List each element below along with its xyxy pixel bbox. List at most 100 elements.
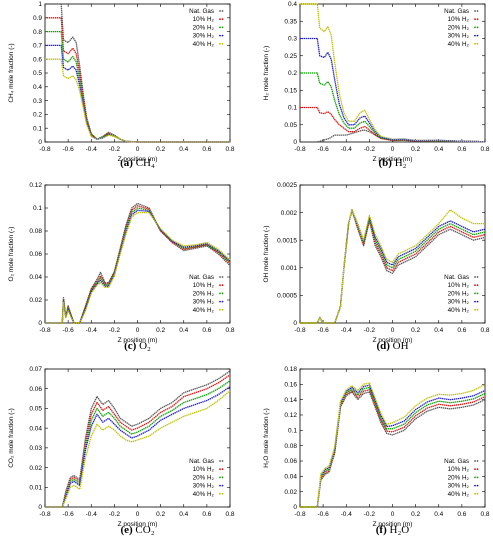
legend-marker	[221, 34, 224, 37]
x-tick-label: -0.2	[364, 327, 376, 334]
legend-marker	[219, 460, 221, 462]
y-tick-label: 0	[293, 504, 297, 511]
x-tick-label: -0.6	[63, 327, 75, 334]
legend-entry-label: 40% H₂	[448, 41, 470, 48]
legend-marker	[474, 42, 476, 45]
y-tick-label: 0.5	[33, 70, 42, 77]
y-tick-label: 0.1	[33, 205, 42, 212]
y-tick-label: 0	[38, 139, 42, 146]
x-tick-label: -0.8	[39, 511, 51, 518]
legend-marker	[221, 292, 224, 295]
legend-marker	[221, 42, 224, 45]
y-tick-label: 0.04	[29, 274, 42, 281]
series-line	[300, 209, 485, 324]
legend-marker	[221, 460, 224, 462]
panel-caption: (a) CH₄	[120, 157, 155, 169]
y-tick-label: 0.03	[29, 445, 42, 452]
legend-entry-label: 40% H₂	[448, 307, 470, 314]
panel-caption: (b) H₂	[379, 157, 407, 169]
x-tick-label: 0.2	[411, 511, 420, 518]
legend-marker	[219, 34, 221, 37]
chart-panel: -0.8 -0.6 -0.4 -0.2 0 0.2 0.4 0.6 0.8 0 0.05 0.1 0.1…	[263, 1, 490, 169]
series-line	[300, 386, 486, 508]
legend-marker	[474, 284, 476, 287]
y-tick-label: 0.8	[33, 29, 42, 36]
x-tick-label: -0.8	[39, 146, 51, 153]
y-tick-label: 0.18	[284, 366, 297, 373]
legend-marker	[221, 10, 224, 12]
y-tick-label: 0.9	[33, 15, 42, 22]
x-tick-label: -0.8	[294, 146, 306, 153]
x-tick-label: 0	[136, 146, 140, 153]
x-tick-label: -0.6	[318, 511, 330, 518]
x-axis-label: Z position (m)	[118, 521, 158, 528]
x-tick-label: 0.4	[179, 327, 188, 334]
x-tick-label: 0.4	[434, 146, 443, 153]
y-tick-label: 0.25	[284, 53, 297, 60]
panel-caption-text: CO₂	[135, 524, 154, 536]
legend-entry-label: Nat. Gas	[444, 8, 469, 15]
x-tick-label: 0.6	[202, 146, 211, 153]
legend-marker	[219, 468, 221, 471]
panel-caption: (d) OH	[376, 340, 408, 352]
x-tick-label: -0.2	[364, 511, 376, 518]
series-line	[45, 374, 231, 508]
x-axis-label: Z position (m)	[373, 156, 413, 163]
y-tick-label: 1	[38, 1, 42, 8]
legend-marker	[476, 18, 479, 21]
x-tick-label: -0.8	[39, 327, 51, 334]
legend-marker	[476, 276, 479, 278]
legend-marker	[476, 484, 479, 487]
x-tick-label: 0	[391, 146, 395, 153]
legend-marker	[219, 300, 221, 303]
series-line	[45, 390, 231, 508]
legend-marker	[474, 468, 476, 471]
x-tick-label: 0.4	[179, 511, 188, 518]
legend-marker	[476, 476, 479, 479]
panel-caption: (e) CO₂	[120, 524, 154, 536]
y-tick-label: 0.15	[284, 87, 297, 94]
x-tick-label: 0.6	[457, 146, 466, 153]
panel-caption-label: (e)	[120, 524, 135, 536]
legend-marker	[474, 276, 476, 278]
y-tick-label: 0.08	[29, 228, 42, 235]
x-tick-label: 0.2	[156, 511, 165, 518]
x-tick-label: 0.4	[434, 511, 443, 518]
series-line	[45, 207, 231, 324]
panel-caption-label: (d)	[376, 340, 392, 352]
chart-panel: -0.8 -0.6 -0.4 -0.2 0 0.2 0.4 0.6 0.8 0 0.0005 0.00…	[263, 182, 490, 352]
legend-entry-label: 30% H₂	[193, 33, 215, 40]
x-tick-label: 0.8	[225, 146, 234, 153]
panel-caption-text: CH₄	[136, 157, 155, 169]
legend-marker	[219, 284, 221, 287]
legend-marker	[219, 26, 221, 29]
legend-entry-label: 20% H₂	[448, 290, 470, 297]
y-tick-label: 0.01	[29, 484, 42, 491]
y-axis-label: CH₄ mole fraction (-)	[8, 43, 15, 102]
series-line	[45, 44, 230, 143]
legend-marker	[221, 492, 224, 495]
series-line	[45, 386, 231, 508]
x-tick-label: 0	[391, 511, 395, 518]
y-tick-label: 0.05	[284, 122, 297, 129]
legend-marker	[474, 484, 476, 487]
x-tick-label: -0.6	[63, 146, 75, 153]
legend-marker	[476, 460, 479, 462]
legend-entry-label: 20% H₂	[193, 474, 215, 481]
legend-marker	[474, 492, 476, 495]
x-tick-label: 0.6	[457, 511, 466, 518]
legend-entry-label: 10% H₂	[448, 282, 470, 289]
panel-caption-label: (b)	[379, 157, 395, 169]
x-tick-label: 0	[136, 511, 140, 518]
legend-marker	[219, 292, 221, 295]
series-line	[45, 17, 230, 143]
legend-entry-label: Nat. Gas	[444, 274, 469, 281]
y-tick-label: 0.06	[284, 458, 297, 465]
x-tick-label: 0.4	[434, 327, 443, 334]
legend-marker	[474, 476, 476, 479]
series-line	[45, 370, 231, 508]
legend-marker	[221, 476, 224, 479]
y-tick-label: 0	[293, 139, 297, 146]
series-line	[300, 106, 486, 143]
series-line	[300, 389, 486, 508]
